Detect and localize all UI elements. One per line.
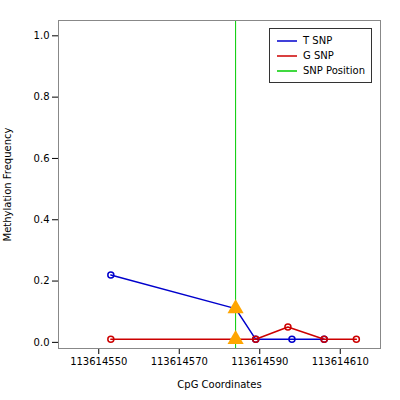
svg-text:113614570: 113614570	[151, 356, 208, 367]
html-text:T SNP: T SNP	[303, 35, 333, 46]
svg-text:0.0: 0.0	[34, 337, 50, 348]
svg-text:CpG Coordinates: CpG Coordinates	[177, 379, 261, 390]
html-text:SNP Position: SNP Position	[303, 65, 365, 76]
svg-text:113614610: 113614610	[312, 356, 369, 367]
svg-text:113614590: 113614590	[231, 356, 288, 367]
svg-text:113614550: 113614550	[70, 356, 127, 367]
html-text:G SNP: G SNP	[303, 50, 334, 61]
svg-text:0.8: 0.8	[34, 91, 50, 102]
svg-text:1.0: 1.0	[34, 30, 50, 41]
svg-text:Methylation Frequency: Methylation Frequency	[2, 127, 13, 241]
svg-text:0.2: 0.2	[34, 275, 50, 286]
svg-text:0.4: 0.4	[34, 214, 50, 225]
svg-text:0.6: 0.6	[34, 153, 50, 164]
